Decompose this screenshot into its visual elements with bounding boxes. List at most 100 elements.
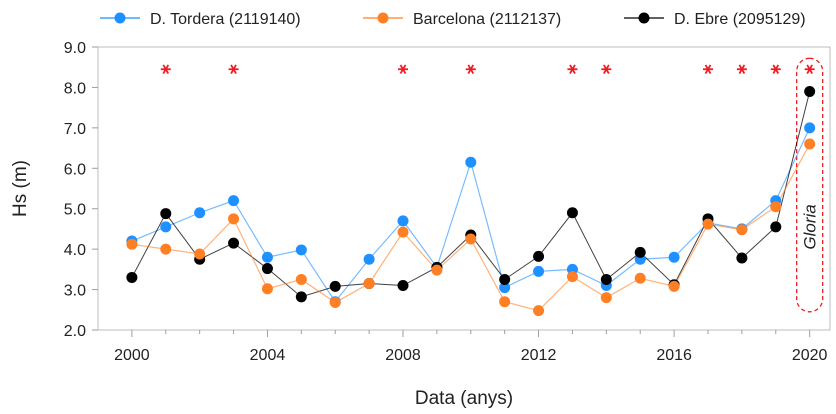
y-tick-label: 6.0 — [64, 161, 86, 178]
star-marker — [398, 64, 408, 75]
data-point-series-0 — [295, 244, 307, 256]
legend: D. Tordera (2119140) Barcelona (2112137) D… — [100, 11, 806, 28]
data-point-series-2 — [566, 207, 578, 219]
x-tick-label: 2004 — [250, 347, 286, 364]
data-point-series-0 — [194, 207, 206, 219]
star-stroke — [603, 64, 610, 75]
data-point-series-2 — [736, 252, 748, 264]
y-tick-label: 7.0 — [64, 121, 86, 138]
star-marker — [567, 64, 578, 75]
data-point-series-2 — [160, 208, 172, 220]
y-tick-label: 5.0 — [64, 202, 86, 219]
legend-item-1: Barcelona (2112137) — [363, 11, 561, 28]
data-point-series-0 — [804, 122, 816, 134]
y-tick-label: 8.0 — [64, 80, 86, 97]
data-point-series-1 — [566, 271, 578, 283]
data-point-series-1 — [634, 272, 646, 284]
data-point-series-0 — [533, 265, 545, 277]
series-line-2 — [131, 91, 811, 298]
legend-item-2: D. Ebre (2095129) — [624, 11, 806, 28]
y-tick-label: 9.0 — [64, 40, 86, 57]
star-marker — [228, 64, 239, 75]
star-stroke — [467, 64, 475, 75]
data-point-series-1 — [363, 278, 375, 290]
data-point-series-1 — [431, 264, 443, 276]
star-marker — [703, 64, 713, 75]
star-stroke — [162, 64, 170, 75]
data-point-series-2 — [397, 280, 409, 292]
data-point-series-2 — [499, 273, 511, 285]
x-tick-label: 2016 — [656, 347, 692, 364]
data-point-series-0 — [397, 215, 409, 227]
data-point-series-1 — [668, 280, 680, 292]
data-point-series-2 — [329, 280, 341, 292]
y-tick-label: 2.0 — [64, 323, 86, 340]
star-marker — [465, 64, 476, 75]
star-marker — [770, 64, 781, 75]
legend-marker — [377, 12, 389, 24]
plot-frame — [97, 46, 831, 331]
x-tick-label: 2020 — [792, 347, 828, 364]
data-point-series-1 — [804, 138, 816, 150]
data-point-series-2 — [126, 271, 138, 283]
star-markers — [160, 64, 815, 75]
star-marker — [804, 64, 815, 75]
data-point-series-1 — [160, 243, 172, 255]
data-point-series-0 — [160, 221, 172, 233]
gloria-label: Gloria — [801, 204, 820, 249]
data-point-series-2 — [600, 273, 612, 285]
data-point-series-1 — [465, 233, 477, 245]
star-stroke — [772, 64, 780, 75]
star-marker — [160, 64, 171, 75]
data-point-series-1 — [194, 248, 206, 260]
data-point-series-2 — [533, 250, 545, 262]
data-point-series-1 — [770, 201, 782, 213]
x-axis-ticks: 2000 2004 2008 2012 2016 2020 — [114, 330, 828, 364]
data-point-series-0 — [363, 253, 375, 265]
data-point-series-0 — [261, 251, 273, 263]
data-point-series-1 — [126, 238, 138, 250]
star-stroke — [806, 64, 813, 75]
star-stroke — [230, 64, 237, 75]
data-point-series-0 — [228, 195, 240, 207]
legend-label: D. Ebre (2095129) — [674, 11, 806, 28]
data-point-series-1 — [261, 283, 273, 295]
data-point-series-1 — [499, 296, 511, 308]
star-stroke — [399, 64, 407, 75]
gloria-highlight-box — [796, 57, 824, 313]
legend-label: D. Tordera (2119140) — [150, 11, 301, 28]
data-point-series-1 — [295, 273, 307, 285]
legend-item-0: D. Tordera (2119140) — [100, 11, 301, 28]
data-point-series-1 — [533, 305, 545, 317]
data-point-series-1 — [228, 213, 240, 225]
y-tick-label: 4.0 — [64, 242, 86, 259]
plot-area: 2.0 3.0 4.0 5.0 6.0 7.0 8.0 9.0 2000 2004 2008 201… — [64, 40, 831, 364]
data-point-series-2 — [228, 237, 240, 249]
data-point-series-2 — [634, 246, 646, 258]
data-point-series-1 — [600, 292, 612, 304]
data-point-series-1 — [397, 226, 409, 238]
legend-marker — [638, 12, 650, 24]
data-point-series-0 — [668, 251, 680, 263]
star-stroke — [704, 64, 712, 75]
data-point-series-2 — [295, 291, 307, 303]
legend-label: Barcelona (2112137) — [413, 11, 561, 28]
star-marker — [601, 64, 612, 75]
data-point-series-2 — [261, 263, 273, 275]
x-axis-title: Data (anys) — [415, 388, 513, 409]
x-tick-label: 2008 — [385, 347, 421, 364]
annotation-group: Gloria — [796, 57, 824, 313]
y-axis-title: Hs (m) — [10, 160, 31, 217]
star-stroke — [569, 64, 576, 75]
data-point-series-2 — [770, 221, 782, 233]
data-point-series-0 — [465, 156, 477, 168]
data-point-series-2 — [804, 85, 816, 97]
x-tick-label: 2012 — [521, 347, 557, 364]
star-marker — [736, 64, 747, 75]
data-point-series-1 — [736, 224, 748, 236]
data-point-series-1 — [702, 218, 714, 230]
x-tick-label: 2000 — [114, 347, 150, 364]
star-stroke — [738, 64, 746, 75]
